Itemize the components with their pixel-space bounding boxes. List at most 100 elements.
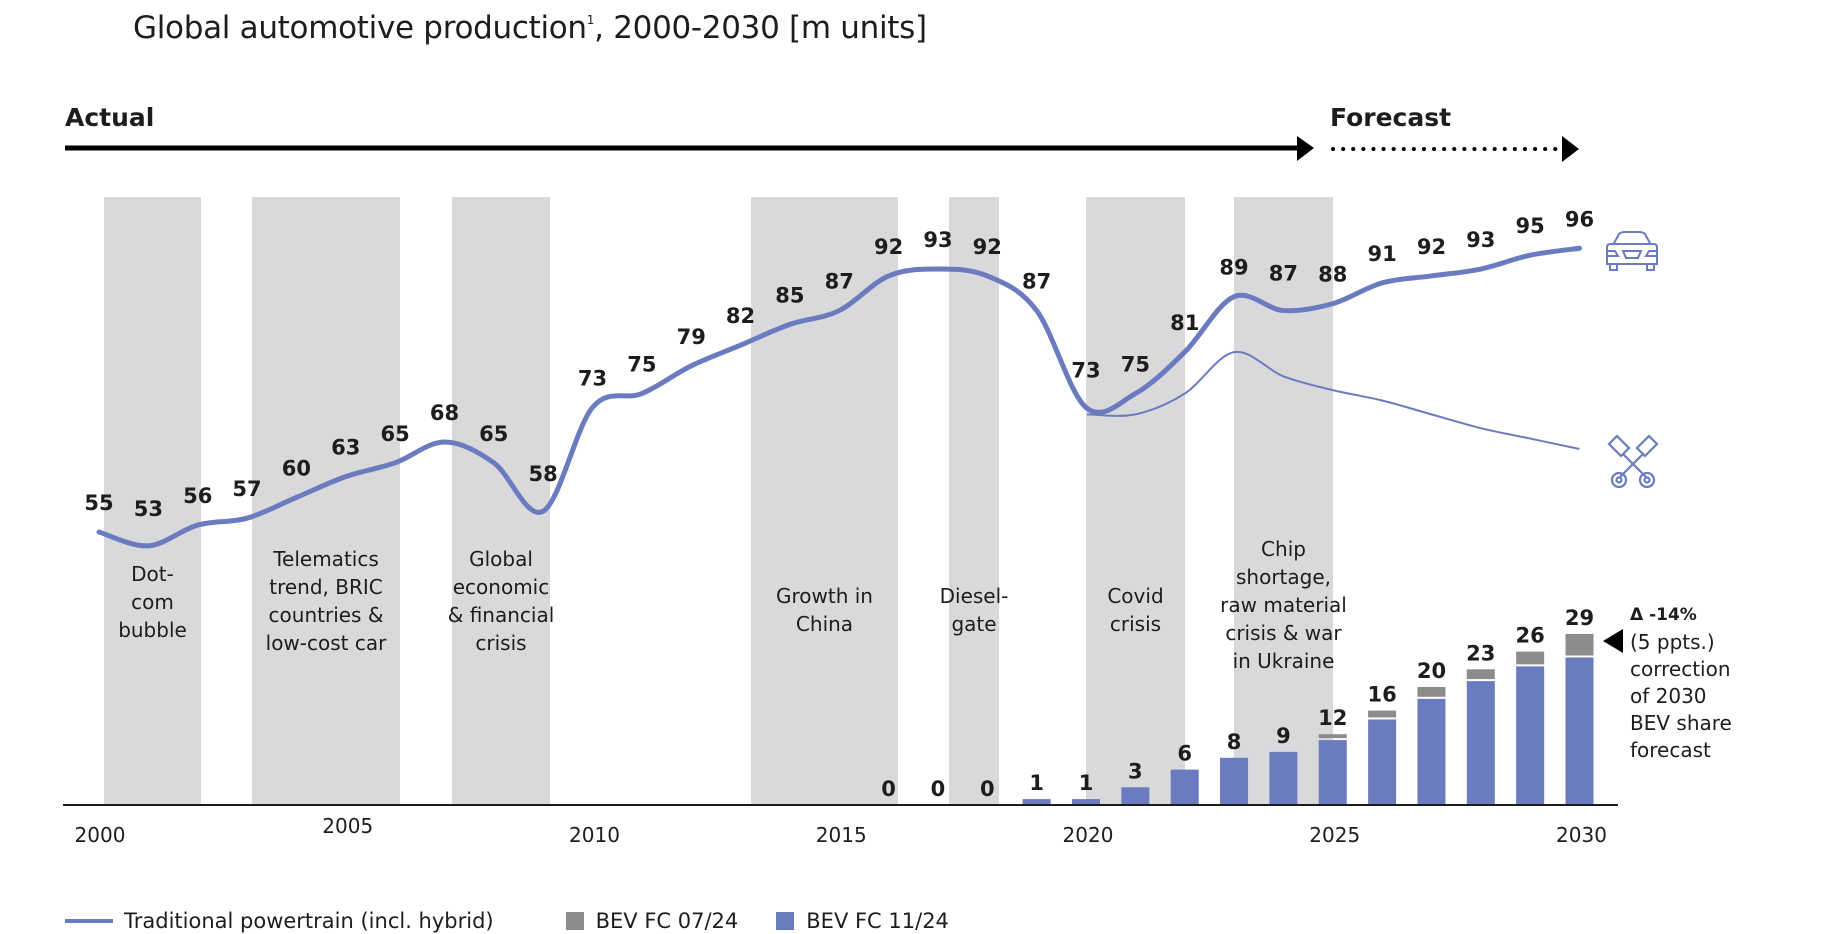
event-band xyxy=(949,197,999,805)
x-tick-label: 2010 xyxy=(569,823,620,847)
event-label-line: Diesel- xyxy=(940,584,1009,608)
production-value-label: 58 xyxy=(529,462,558,486)
bev-value-label: 3 xyxy=(1128,759,1143,783)
production-value-label: 87 xyxy=(1269,262,1298,286)
production-value-label: 81 xyxy=(1170,311,1199,335)
bev-bar-fc-11-24 xyxy=(1466,681,1495,805)
bev-value-label: 29 xyxy=(1565,606,1594,630)
bev-correction-annotation: Δ -14% (5 ppts.) correction of 2030 BEV … xyxy=(1630,602,1732,764)
bev-value-label: 6 xyxy=(1177,742,1192,766)
bev-bar-fc-11-24 xyxy=(1022,799,1051,805)
bev-bar-fc-11-24 xyxy=(1220,757,1249,805)
bev-value-label: 23 xyxy=(1466,641,1495,665)
bev-bar-fc-07-24-delta xyxy=(1318,734,1347,739)
bev-bar-fc-11-24 xyxy=(1121,787,1150,805)
event-band xyxy=(252,197,400,805)
annotation-line: forecast xyxy=(1630,738,1711,762)
production-value-label: 53 xyxy=(134,497,163,521)
bev-bar-fc-11-24 xyxy=(1072,799,1100,805)
car-icon xyxy=(1606,231,1658,271)
x-axis: 2000 2005 2010 2015 2020 2025 2030 xyxy=(63,804,1618,847)
legend-label: BEV FC 07/24 xyxy=(595,909,739,933)
production-value-label: 92 xyxy=(874,235,903,259)
event-labels: Dot-com bubble Telematics trend, BRIC countr… xyxy=(118,537,1347,673)
bev-bar-fc-07-24-delta xyxy=(1565,633,1594,656)
bev-bars xyxy=(1022,633,1594,805)
bev-bar-fc-11-24 xyxy=(1368,719,1397,805)
annotation-line: (5 ppts.) xyxy=(1630,630,1715,654)
bev-value-label: 1 xyxy=(1079,771,1094,795)
bev-value-label: 0 xyxy=(881,777,896,801)
footnote-marker: 1 xyxy=(586,13,595,27)
bev-value-label: 9 xyxy=(1276,724,1291,748)
event-label-line: Telematics xyxy=(272,547,379,571)
event-band xyxy=(104,197,201,805)
production-value-label: 87 xyxy=(1022,270,1051,294)
event-label-line: in Ukraine xyxy=(1233,649,1335,673)
production-value-label: 93 xyxy=(923,228,952,252)
production-value-label: 79 xyxy=(677,325,706,349)
legend-label: BEV FC 11/24 xyxy=(806,909,949,933)
chart-title: Global automotive production1, 2000-2030… xyxy=(133,10,927,46)
production-value-label: 73 xyxy=(578,366,607,390)
event-label-line: low-cost car xyxy=(266,631,387,655)
event-band xyxy=(452,197,550,805)
production-value-label: 89 xyxy=(1219,256,1248,280)
x-tick-label: 2025 xyxy=(1309,823,1360,847)
event-label-line: Covid xyxy=(1107,584,1163,608)
production-value-label: 63 xyxy=(331,436,360,460)
actual-arrow-head xyxy=(1297,136,1314,161)
annotation-line: of 2030 xyxy=(1630,684,1707,708)
bev-value-label: 0 xyxy=(980,777,995,801)
event-label-line: raw material xyxy=(1220,593,1347,617)
legend-item-bev-old: BEV FC 07/24 xyxy=(565,909,739,933)
production-value-label: 55 xyxy=(84,491,113,515)
legend-swatch-bev-old xyxy=(565,912,584,930)
production-value-label: 73 xyxy=(1071,358,1100,382)
event-label-line: Global xyxy=(469,547,533,571)
production-value-label: 96 xyxy=(1565,207,1594,231)
bev-bar-fc-07-24-delta xyxy=(1368,710,1397,718)
legend-swatch-bev-new xyxy=(776,912,795,930)
event-label-line: gate xyxy=(951,612,996,636)
annotation-line: BEV share xyxy=(1630,711,1732,735)
legend-item-bev-new: BEV FC 11/24 xyxy=(776,909,949,933)
event-label-line: crisis xyxy=(475,631,526,655)
x-tick-label: 2005 xyxy=(322,814,373,838)
production-value-label: 92 xyxy=(1417,235,1446,259)
production-value-label: 87 xyxy=(825,270,854,294)
event-label-line: Chip xyxy=(1261,537,1306,561)
event-label-line: crisis & war xyxy=(1225,621,1342,645)
bev-value-label: 0 xyxy=(931,777,946,801)
bev-bar-fc-07-24-delta xyxy=(1466,669,1495,680)
production-value-label: 57 xyxy=(232,477,261,501)
event-label-line: economic xyxy=(453,575,549,599)
bev-value-label: 20 xyxy=(1417,659,1446,683)
bev-bar-fc-11-24 xyxy=(1269,751,1298,805)
event-band xyxy=(751,197,898,805)
annotation-headline: Δ -14% xyxy=(1630,605,1697,625)
production-value-label: 68 xyxy=(430,401,459,425)
title-suffix: , 2000-2030 [m units] xyxy=(594,10,927,46)
bev-value-label: 26 xyxy=(1516,624,1545,648)
x-tick-label: 2030 xyxy=(1556,823,1607,847)
production-value-label: 65 xyxy=(479,422,508,446)
forecast-label: Forecast xyxy=(1330,103,1452,132)
event-label-line: bubble xyxy=(118,618,187,642)
bev-bar-fc-11-24 xyxy=(1516,666,1545,805)
event-label-line: trend, BRIC xyxy=(269,575,383,599)
correction-pointer-icon xyxy=(1603,629,1623,653)
production-value-label: 56 xyxy=(183,484,212,508)
bev-bar-fc-11-24 xyxy=(1318,740,1347,805)
production-value-label: 92 xyxy=(973,235,1002,259)
event-label-line: com xyxy=(131,590,174,614)
event-label-line: Growth in xyxy=(776,584,873,608)
event-label-line: Dot- xyxy=(131,562,174,586)
production-value-label: 75 xyxy=(1121,353,1150,377)
bev-value-label: 16 xyxy=(1367,683,1396,707)
production-value-label: 65 xyxy=(380,422,409,446)
total-production-line xyxy=(96,245,1582,549)
event-label-line: China xyxy=(796,612,853,636)
bev-bar-fc-07-24-delta xyxy=(1417,687,1446,697)
engine-pistons-icon xyxy=(1607,434,1659,489)
